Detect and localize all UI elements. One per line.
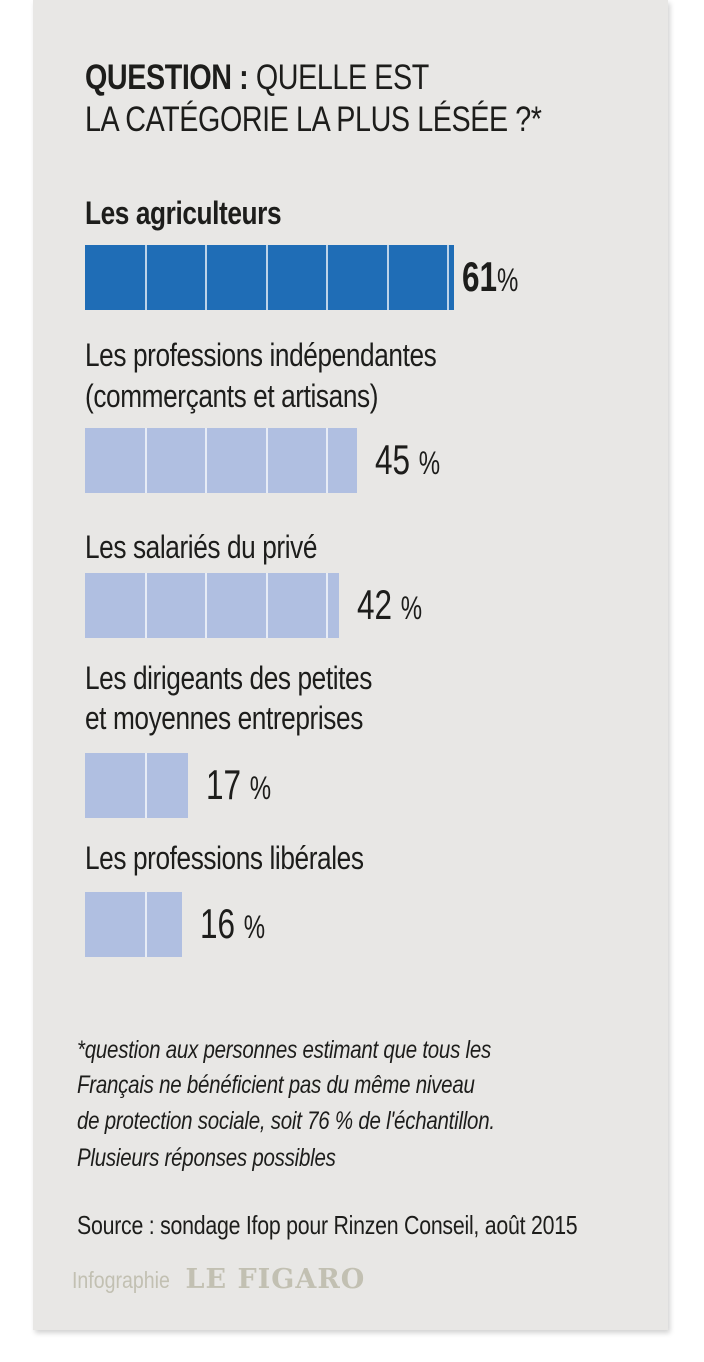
bar — [85, 428, 358, 493]
percent-sign: % — [243, 909, 265, 945]
category-label: Les dirigeants des petites — [85, 660, 372, 696]
bar-segment-divider — [205, 428, 207, 493]
percent-sign: % — [419, 445, 441, 481]
value-label: 17 % — [206, 762, 271, 811]
category-label: et moyennes entreprises — [85, 700, 363, 736]
bar — [85, 245, 455, 310]
title-question-label: QUESTION : — [85, 58, 249, 97]
category-label: (commerçants et artisans) — [85, 378, 379, 414]
bar — [85, 892, 182, 957]
footnote-line: Plusieurs réponses possibles — [77, 1144, 336, 1172]
percent-sign: % — [249, 770, 271, 806]
bar — [85, 753, 188, 818]
bar-segment-divider — [386, 245, 389, 310]
bar-segment-divider — [265, 245, 268, 310]
bar-segment-divider — [144, 892, 147, 957]
value-number: 45 — [375, 436, 420, 483]
bar-segment-divider — [326, 245, 328, 310]
infographic-panel — [33, 0, 668, 1330]
category-label: Les salariés du privé — [85, 529, 318, 565]
category-label: Les professions indépendantes — [85, 337, 437, 373]
bar-segment-divider — [144, 753, 147, 818]
bar-segment-divider — [144, 428, 147, 493]
credit-prefix: Infographie — [72, 1267, 170, 1293]
percent-sign: % — [400, 590, 423, 626]
chart-title-line2: LA CATÉGORIE LA PLUS LÉSÉE ?* — [85, 100, 542, 139]
value-label: 42 % — [357, 582, 422, 631]
percent-sign: % — [497, 262, 519, 298]
value-number: 42 — [357, 581, 401, 628]
bar-segment-divider — [144, 573, 147, 638]
chart-title-line1: QUESTION : QUELLE EST — [85, 57, 429, 99]
footnote-line: Français ne bénéficient pas du même nive… — [77, 1071, 475, 1099]
footnote-line: *question aux personnes estimant que tou… — [77, 1036, 492, 1064]
bar-segment-divider — [205, 245, 207, 310]
le-figaro-logo: LE FIGARO — [185, 1264, 366, 1295]
bar-segment-divider — [265, 573, 268, 638]
footnote-line: de protection sociale, soit 76 % de l'éc… — [77, 1107, 495, 1135]
bar-segment-divider — [326, 428, 328, 493]
value-number: 16 — [199, 900, 244, 947]
bar-segment-divider — [326, 573, 328, 638]
bar-segment-divider — [447, 245, 449, 310]
value-label: 16 % — [200, 901, 265, 950]
category-label: Les agriculteurs — [85, 195, 282, 231]
value-label: 61% — [462, 254, 518, 303]
credit-logo: Infographie LE FIGARO — [72, 1264, 365, 1295]
value-number: 61 — [462, 253, 498, 300]
bar-segment-divider — [265, 428, 268, 493]
bar — [85, 573, 340, 638]
bar-segment-divider — [205, 573, 207, 638]
value-number: 17 — [205, 761, 250, 808]
bar-segment-divider — [144, 245, 147, 310]
title-text: QUELLE EST — [248, 58, 429, 97]
category-label: Les professions libérales — [85, 840, 364, 876]
source-text: Source : sondage Ifop pour Rinzen Consei… — [77, 1210, 578, 1240]
value-label: 45 % — [375, 437, 440, 486]
